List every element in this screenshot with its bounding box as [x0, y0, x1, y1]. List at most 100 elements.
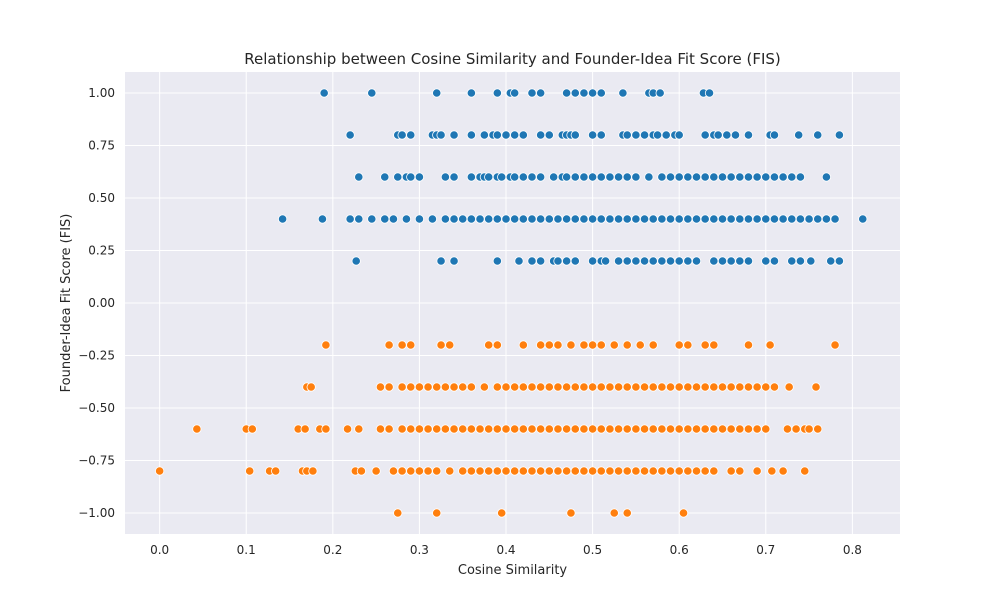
data-point	[761, 424, 771, 434]
data-point	[562, 88, 572, 98]
data-point	[380, 172, 390, 182]
data-point	[414, 466, 425, 476]
data-point	[761, 214, 771, 224]
data-point	[406, 172, 416, 182]
data-point	[527, 214, 537, 224]
data-point	[484, 424, 494, 434]
data-point	[427, 214, 438, 224]
data-point	[657, 256, 667, 266]
data-point	[813, 214, 823, 224]
data-point	[384, 424, 394, 434]
data-point	[717, 214, 728, 224]
data-point	[479, 130, 489, 140]
data-point	[821, 214, 831, 224]
x-tick-label: 0.6	[670, 543, 689, 557]
x-tick-label: 0.0	[150, 543, 169, 557]
data-point	[536, 466, 546, 476]
data-point	[752, 382, 762, 392]
data-point	[811, 382, 821, 392]
data-point	[245, 466, 255, 476]
data-point	[622, 340, 632, 350]
data-point	[652, 130, 663, 140]
data-point	[384, 340, 394, 350]
data-point	[345, 130, 355, 140]
data-point	[795, 256, 806, 266]
data-point	[605, 424, 615, 434]
data-point	[562, 382, 572, 392]
data-point	[778, 466, 788, 476]
data-point	[761, 382, 771, 392]
data-point	[579, 340, 589, 350]
data-point	[192, 424, 202, 434]
data-point	[449, 424, 459, 434]
data-point	[527, 88, 537, 98]
data-point	[587, 340, 598, 350]
data-point	[466, 130, 476, 140]
data-point	[536, 130, 546, 140]
data-point	[492, 382, 502, 392]
data-point	[605, 214, 615, 224]
data-point	[570, 172, 580, 182]
data-point	[704, 88, 715, 98]
data-point	[674, 424, 684, 434]
data-point	[536, 172, 546, 182]
data-point	[527, 172, 537, 182]
y-tick-label: −0.50	[78, 401, 115, 415]
data-point	[858, 214, 868, 224]
data-point	[596, 130, 606, 140]
data-point	[436, 130, 446, 140]
y-tick-label: −1.00	[78, 506, 115, 520]
data-point	[510, 424, 520, 434]
data-point	[726, 466, 736, 476]
data-point	[743, 256, 754, 266]
data-point	[440, 214, 450, 224]
data-point	[752, 466, 762, 476]
data-point	[657, 214, 667, 224]
data-point	[655, 88, 665, 98]
data-point	[709, 424, 719, 434]
data-point	[514, 256, 524, 266]
data-point	[466, 88, 476, 98]
data-point	[414, 214, 425, 224]
data-point	[484, 214, 494, 224]
data-point	[804, 214, 814, 224]
data-point	[553, 214, 563, 224]
data-point	[761, 256, 771, 266]
data-point	[562, 256, 572, 266]
data-point	[683, 172, 693, 182]
data-point	[657, 382, 667, 392]
data-point	[445, 466, 455, 476]
data-point	[579, 424, 589, 434]
data-point	[665, 382, 676, 392]
data-point	[639, 382, 650, 392]
data-point	[277, 214, 288, 224]
data-point	[397, 130, 407, 140]
data-point	[492, 256, 502, 266]
data-point	[700, 466, 710, 476]
data-point	[306, 382, 316, 392]
data-point	[752, 172, 762, 182]
data-point	[406, 466, 416, 476]
data-point	[321, 424, 331, 434]
data-point	[752, 424, 762, 434]
data-point	[683, 382, 693, 392]
data-point	[665, 424, 676, 434]
data-point	[700, 172, 710, 182]
data-point	[735, 424, 745, 434]
data-point	[393, 172, 403, 182]
data-point	[384, 382, 394, 392]
data-point	[691, 424, 702, 434]
data-point	[657, 466, 667, 476]
data-point	[518, 382, 528, 392]
data-point	[609, 340, 619, 350]
data-point	[674, 256, 684, 266]
data-point	[570, 424, 580, 434]
data-point	[375, 382, 386, 392]
data-point	[722, 130, 732, 140]
data-point	[674, 130, 684, 140]
data-point	[596, 466, 606, 476]
data-point	[813, 130, 823, 140]
data-point	[622, 214, 632, 224]
data-point	[622, 466, 632, 476]
data-point	[247, 424, 257, 434]
